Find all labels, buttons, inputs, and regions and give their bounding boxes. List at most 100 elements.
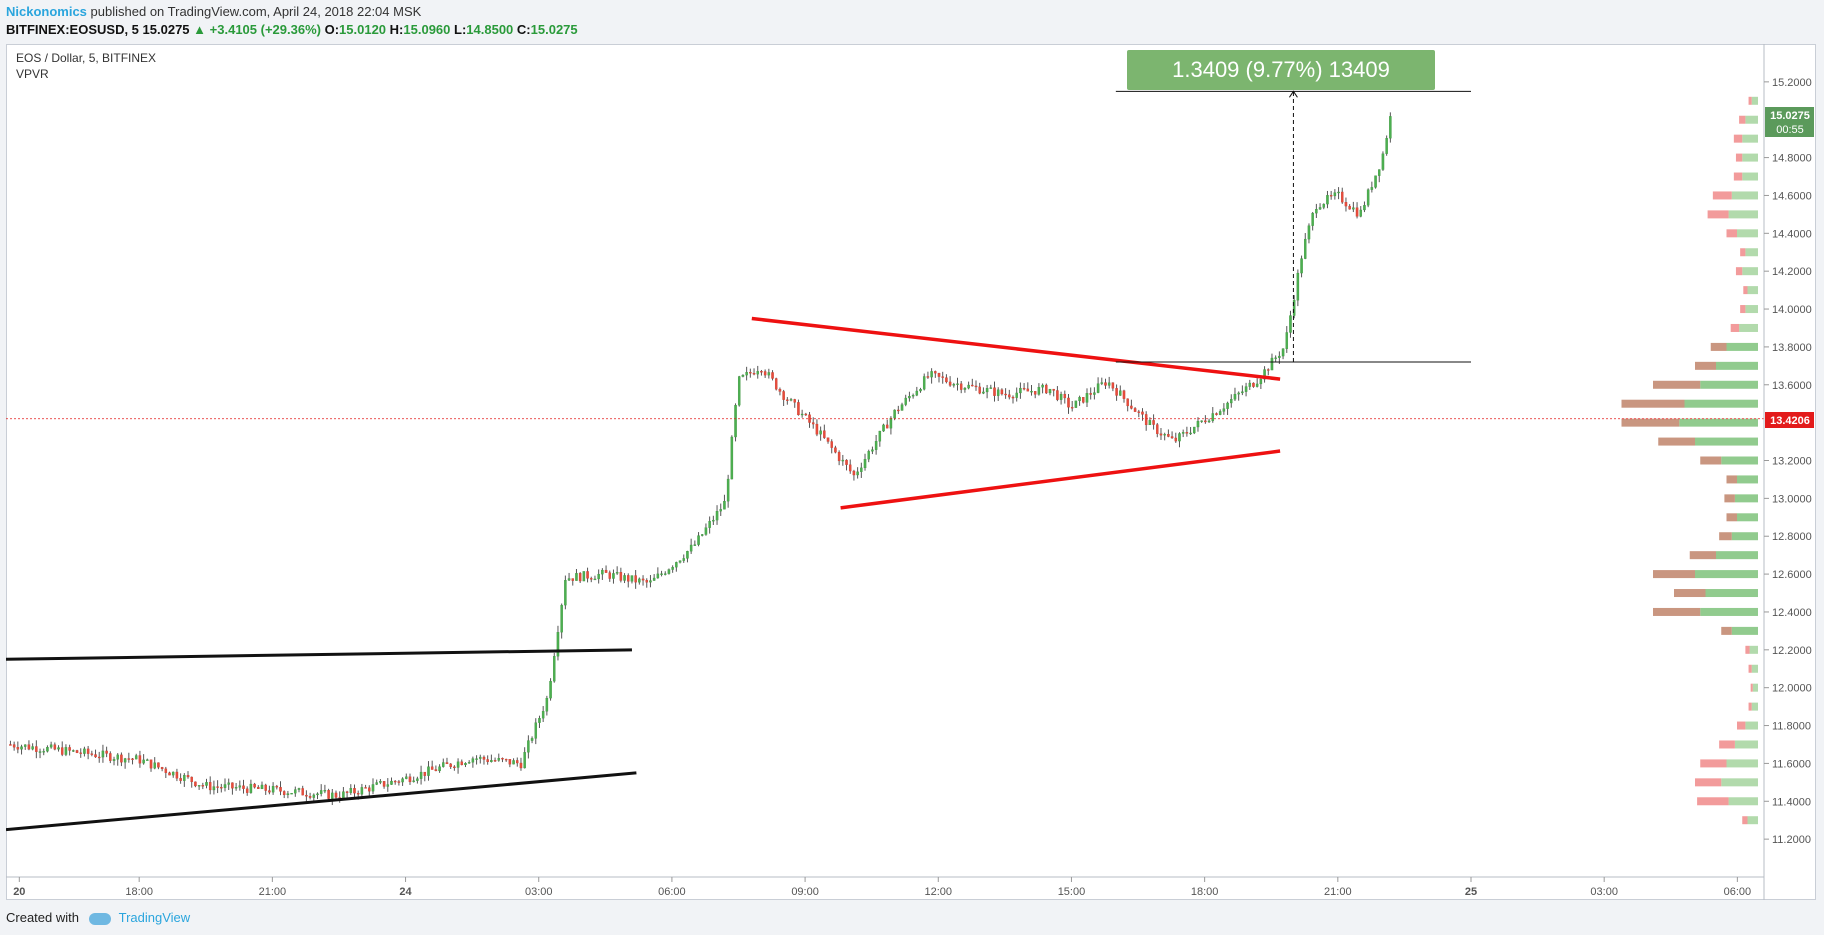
candle-body: [327, 790, 330, 799]
author-link[interactable]: Nickonomics: [6, 4, 87, 19]
candle-body: [612, 573, 615, 579]
candle-body: [153, 762, 156, 769]
y-tick-label: 11.6000: [1772, 758, 1811, 770]
candle-body: [197, 785, 201, 787]
trend-line-red[interactable]: [751, 316, 1281, 381]
candle-body: [1122, 390, 1126, 399]
candle-body: [242, 785, 245, 789]
candle-body: [253, 783, 256, 788]
candle-body: [1033, 391, 1037, 395]
price-chart[interactable]: 15.2000 14.8000 14.6000 14.4000 14.2000 14.00…: [6, 44, 1816, 900]
candle-body: [305, 794, 308, 797]
candle-body: [1241, 391, 1244, 394]
candle-body: [419, 771, 423, 779]
candle-body: [1370, 187, 1374, 190]
candle-body: [1167, 434, 1170, 437]
x-tick-label: 12:00: [925, 886, 953, 898]
candle-body: [782, 391, 785, 400]
candle-body: [1100, 382, 1104, 384]
candle-body: [826, 437, 830, 442]
candle-body: [1130, 405, 1133, 409]
candle-body: [971, 384, 974, 387]
candle-body: [1363, 205, 1366, 211]
candle-body: [379, 781, 382, 783]
publish-info: Nickonomics published on TradingView.com…: [6, 4, 421, 19]
volume-profile-up-bar: [1728, 210, 1758, 219]
candle-body: [1270, 357, 1274, 371]
indicator-label[interactable]: VPVR: [16, 67, 49, 81]
candle-body: [915, 390, 919, 396]
candle-body: [593, 578, 597, 581]
candle-body: [527, 740, 530, 753]
candle-body: [652, 577, 656, 581]
candle-body: [752, 373, 756, 375]
candle-body: [1141, 411, 1144, 415]
volume-profile-up-bar: [1751, 702, 1758, 711]
volume-profile-up-bar: [1721, 456, 1758, 465]
footer: Created with TradingView: [6, 910, 190, 925]
y-tick-label: 14.6000: [1772, 190, 1812, 202]
candle-body: [86, 748, 90, 754]
candle-body: [627, 575, 630, 582]
tradingview-link[interactable]: TradingView: [118, 910, 191, 925]
candle-body: [1381, 153, 1385, 170]
volume-profile-down-bar: [1719, 532, 1732, 541]
candle-body: [1385, 138, 1388, 154]
volume-profile-up-bar: [1731, 626, 1758, 635]
volume-profile-down-bar: [1697, 797, 1729, 806]
high-label: H:: [389, 22, 404, 37]
tradingview-logo-icon[interactable]: [88, 912, 111, 925]
volume-profile-up-bar: [1700, 607, 1758, 616]
candle-body: [689, 544, 693, 552]
trend-line-black[interactable]: [6, 771, 637, 832]
x-tick-label: 06:00: [658, 886, 686, 898]
volume-profile-up-bar: [1742, 134, 1758, 143]
candle-body: [834, 447, 837, 453]
candle-body: [512, 760, 515, 765]
volume-profile-up-bar: [1745, 305, 1758, 314]
candle-body: [993, 387, 996, 396]
x-tick-label: 21:00: [1324, 886, 1352, 898]
volume-profile-down-bar: [1726, 475, 1737, 484]
candle-body: [1215, 413, 1218, 415]
volume-profile-down-bar: [1745, 645, 1750, 654]
candle-body: [1008, 394, 1011, 398]
candle-body: [590, 578, 593, 580]
candle-body: [1063, 393, 1067, 399]
chart-panel[interactable]: [6, 44, 1816, 900]
trend-line-black[interactable]: [6, 648, 632, 661]
candle-body: [1333, 192, 1337, 197]
candle-body: [619, 572, 623, 581]
candle-body: [1037, 387, 1041, 395]
candle-body: [175, 771, 179, 779]
candle-body: [245, 788, 249, 793]
last-price-badge: 15.0275 00:55: [1765, 107, 1814, 137]
bar-countdown: 00:55: [1776, 124, 1804, 136]
candle-body: [16, 747, 20, 750]
ohlc-header: BITFINEX:EOSUSD, 5 15.0275 ▲ +3.4105 (+2…: [6, 22, 578, 37]
candle-body: [331, 792, 334, 799]
candle-body: [1133, 408, 1137, 412]
candle-body: [479, 756, 482, 759]
candle-body: [919, 389, 922, 392]
candle-body: [353, 788, 356, 794]
close-label: C:: [516, 22, 531, 37]
candle-body: [205, 782, 208, 786]
candle-body: [937, 373, 941, 377]
candle-body: [146, 759, 149, 761]
candle-body: [745, 372, 748, 376]
volume-profile-down-bar: [1737, 721, 1746, 730]
y-tick-label: 14.4000: [1772, 228, 1812, 240]
candle-body: [1196, 420, 1200, 428]
candle-body: [1359, 209, 1363, 217]
candle-body: [38, 751, 42, 753]
candle-body: [1318, 207, 1322, 210]
volume-profile-down-bar: [1748, 96, 1752, 105]
candle-body: [286, 793, 290, 796]
candle-body: [797, 402, 800, 416]
trend-line-red[interactable]: [840, 449, 1281, 510]
candle-body: [1311, 212, 1314, 226]
candle-body: [231, 782, 234, 789]
candle-body: [804, 413, 808, 416]
candle-body: [904, 397, 907, 405]
